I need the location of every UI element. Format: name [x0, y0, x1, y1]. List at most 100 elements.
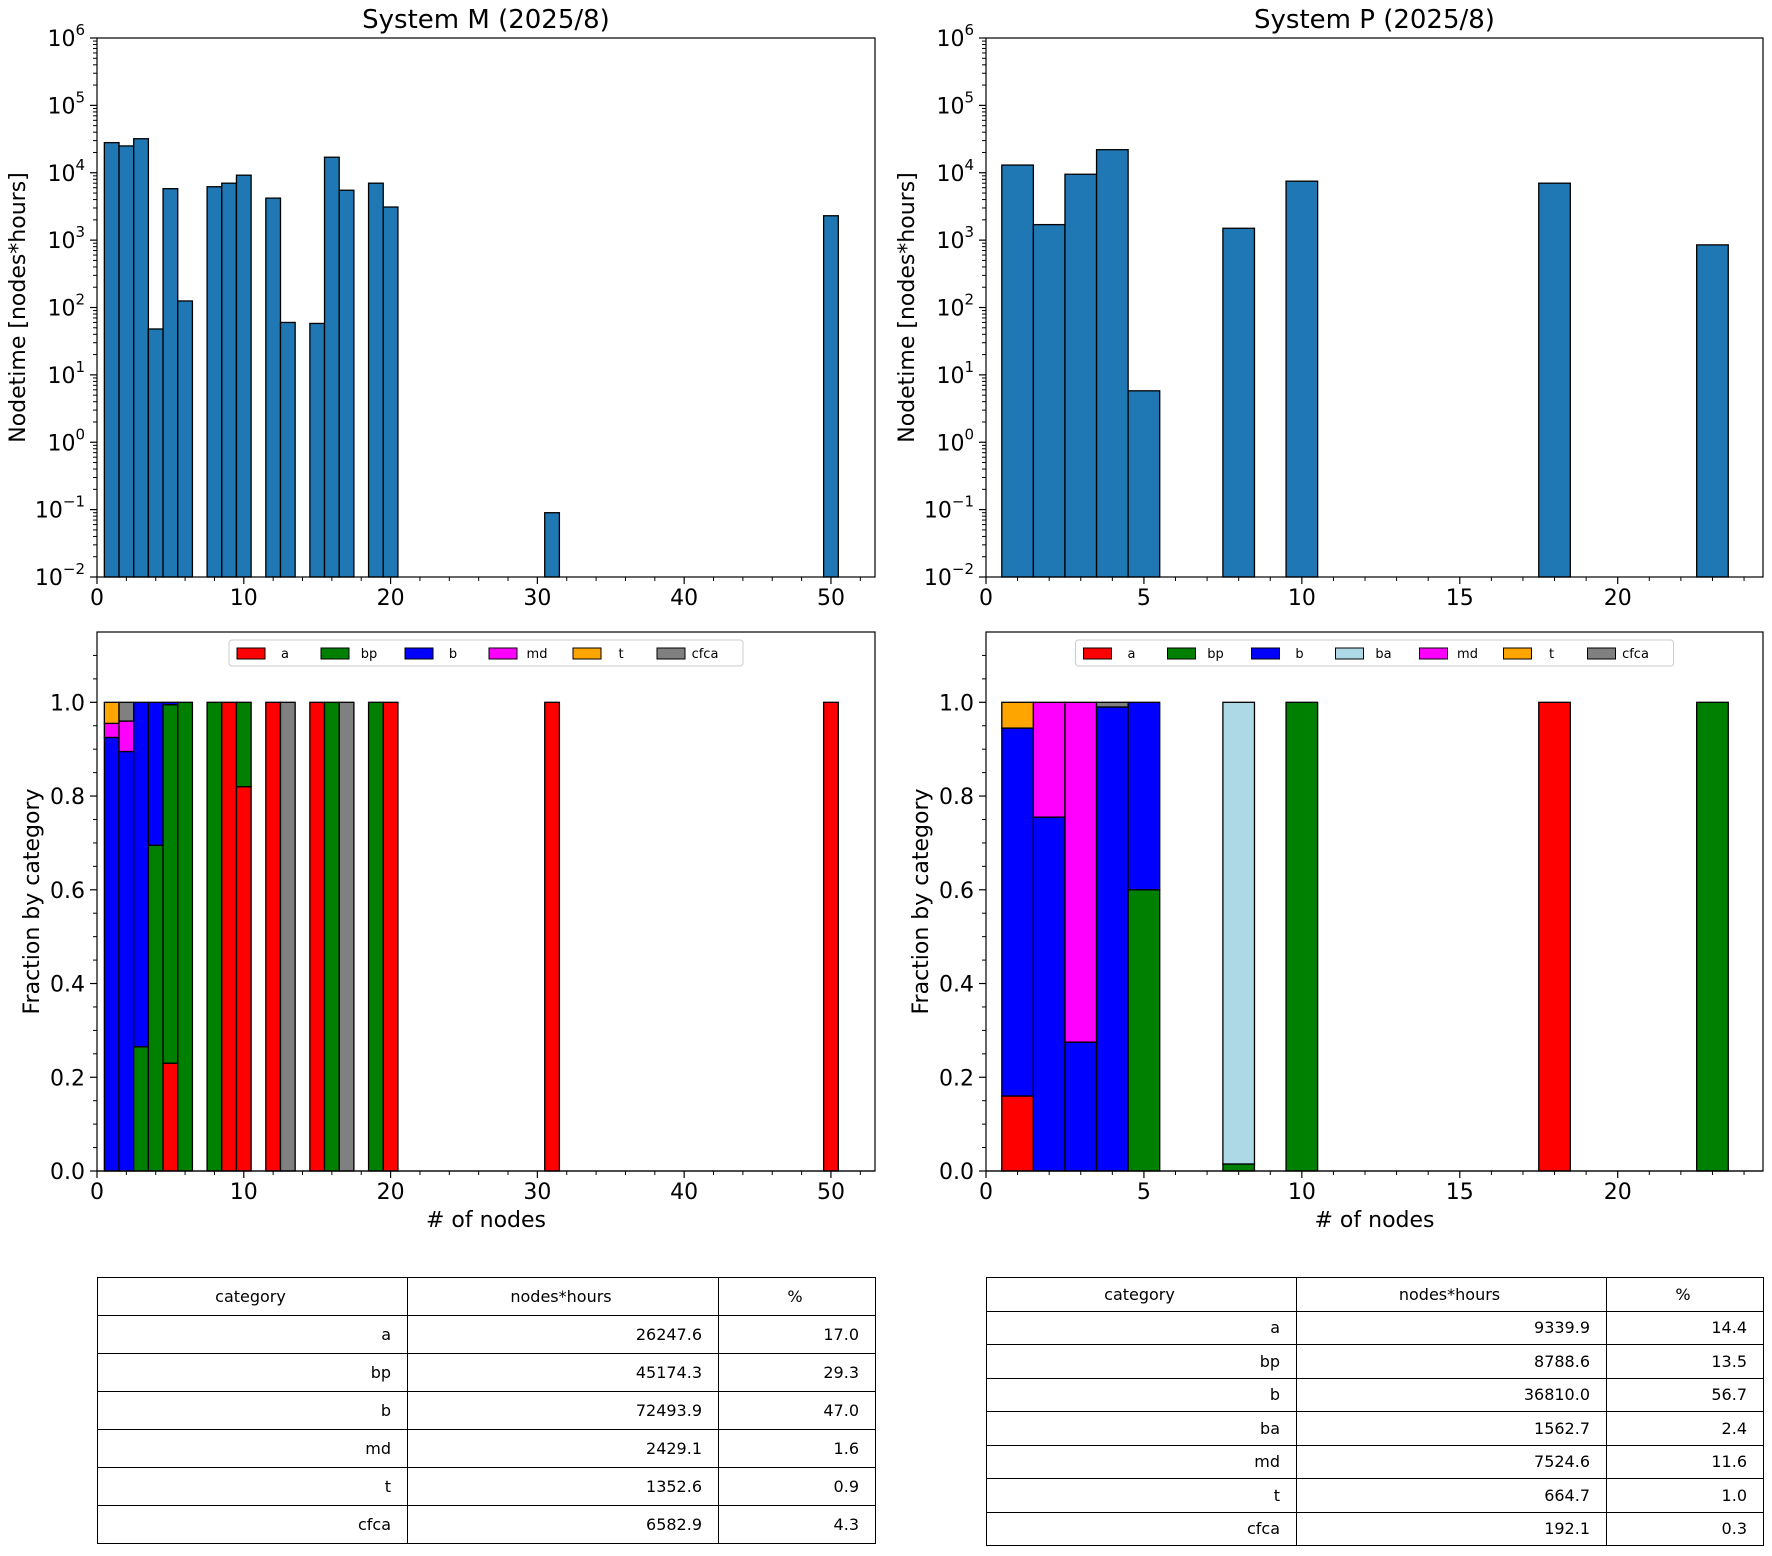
stacked-bar-segment-bp — [367, 701, 384, 1172]
histogram-bar — [103, 141, 120, 578]
stacked-bar-segment-b — [1095, 706, 1129, 1172]
chart-title: System P (2025/8) — [1254, 5, 1495, 35]
x-tick-label: 20 — [377, 586, 405, 611]
legend-label-b: b — [1295, 647, 1303, 662]
table-cell: 29.3 — [718, 1353, 876, 1392]
histogram-bar — [221, 182, 238, 578]
stacked-bar-segment-t — [103, 701, 120, 725]
legend: a bp b ba md t cfca — [1075, 639, 1674, 667]
legend: a bp b md t cfca — [228, 639, 744, 667]
table-cell: bp — [97, 1353, 408, 1392]
table-header-cell: nodes*hours — [1296, 1277, 1607, 1312]
table-row: b 72493.9 47.0 — [97, 1391, 876, 1430]
table-row: a 9339.9 14.4 — [986, 1310, 1764, 1345]
table-cell: md — [97, 1429, 408, 1468]
x-tick-label: 40 — [670, 1180, 698, 1205]
y-tick-label: 10−2 — [35, 560, 85, 591]
table-cell: 1562.7 — [1296, 1411, 1607, 1446]
stacked-bar-segment-bp — [235, 701, 252, 788]
stacked-bar-segment-bp — [206, 701, 223, 1172]
table-cell: 26247.6 — [407, 1315, 719, 1354]
table-cell: 2.4 — [1606, 1411, 1764, 1446]
table-row: t 1352.6 0.9 — [97, 1467, 876, 1506]
stacked-bar-segment-bp — [1285, 701, 1319, 1172]
legend-swatch-t — [1503, 647, 1532, 660]
table-cell: 1.6 — [718, 1429, 876, 1468]
legend-swatch-b — [1251, 647, 1280, 660]
x-tick-label: 40 — [670, 586, 698, 611]
x-axis-label: # of nodes — [426, 1208, 546, 1233]
legend-label-md: md — [527, 647, 548, 662]
histogram-bar — [265, 197, 282, 578]
y-axis-label: Fraction by category — [909, 788, 934, 1014]
table-row: cfca 6582.9 4.3 — [97, 1505, 876, 1544]
stacked-bar-segment-md — [1032, 701, 1066, 818]
table-row: bp 8788.6 13.5 — [986, 1344, 1764, 1379]
table-cell: b — [97, 1391, 408, 1430]
stacked-bar-segment-b — [1064, 1041, 1098, 1172]
stacked-bar-segment-b — [103, 736, 120, 1172]
x-tick-label: 0 — [979, 586, 993, 611]
table-cell: 8788.6 — [1296, 1344, 1607, 1379]
axes-frame — [985, 631, 1764, 1172]
legend-swatch-bp — [320, 647, 350, 660]
y-tick-label: 105 — [936, 88, 974, 119]
table-cell: 0.3 — [1606, 1511, 1764, 1546]
stacked-bar-segment-b — [118, 750, 135, 1172]
stacked-bar-segment-a — [1001, 1095, 1035, 1172]
x-tick-label: 5 — [1137, 1180, 1151, 1205]
x-tick-label: 0 — [90, 1180, 104, 1205]
histogram-bar — [206, 186, 223, 578]
y-tick-label: 103 — [47, 223, 85, 254]
y-tick-label: 0.0 — [939, 1160, 974, 1185]
table-cell: 4.3 — [718, 1505, 876, 1544]
y-tick-label: 101 — [47, 358, 85, 389]
y-tick-label: 1.0 — [50, 691, 85, 716]
table-row: bp 45174.3 29.3 — [97, 1353, 876, 1392]
stacked-bar-segment-b — [1127, 701, 1161, 891]
x-tick-label: 50 — [817, 1180, 845, 1205]
legend-swatch-md — [1419, 647, 1448, 660]
legend-label-b: b — [449, 647, 457, 662]
table-cell: 56.7 — [1606, 1377, 1764, 1412]
y-tick-label: 10−1 — [924, 493, 974, 524]
table-row: ba 1562.7 2.4 — [986, 1411, 1764, 1446]
y-tick-label: 104 — [936, 156, 974, 187]
x-tick-label: 15 — [1446, 1180, 1474, 1205]
y-tick-label: 103 — [936, 223, 974, 254]
y-tick-label: 102 — [936, 291, 974, 322]
y-axis-label: Nodetime [nodes*hours] — [895, 172, 920, 443]
histogram-bar — [118, 145, 135, 578]
y-tick-label: 0.6 — [939, 879, 974, 904]
histogram-bar — [162, 188, 179, 578]
y-tick-label: 106 — [936, 21, 974, 52]
y-tick-label: 0.8 — [939, 785, 974, 810]
y-axis-label: Fraction by category — [20, 788, 45, 1014]
x-tick-label: 10 — [1288, 1180, 1316, 1205]
stacked-bar-segment-a — [221, 701, 238, 1172]
histogram-bar — [309, 322, 326, 578]
table-cell: t — [97, 1467, 408, 1506]
table-cell: 47.0 — [718, 1391, 876, 1430]
histogram-bar — [1032, 223, 1066, 578]
table-row: md 2429.1 1.6 — [97, 1429, 876, 1468]
y-tick-label: 0.6 — [50, 879, 85, 904]
y-tick-label: 0.0 — [50, 1160, 85, 1185]
table-row: cfca 192.1 0.3 — [986, 1511, 1764, 1546]
x-tick-label: 5 — [1137, 586, 1151, 611]
stacked-bar-segment-a — [544, 701, 561, 1172]
y-tick-label: 0.4 — [50, 973, 85, 998]
histogram-bar — [1696, 244, 1729, 578]
table-cell: 2429.1 — [407, 1429, 719, 1468]
y-tick-label: 100 — [47, 425, 85, 456]
system-p-nodetime-histogram: 10−2 10−1 100 101 102 103 104 105 106 0 5 10 15 20 Sys… — [895, 5, 1764, 611]
x-tick-label: 20 — [1604, 586, 1632, 611]
table-header-cell: nodes*hours — [407, 1277, 719, 1316]
legend-label-a: a — [1128, 647, 1136, 662]
legend-swatch-ba — [1335, 647, 1364, 660]
system-p-summary-table: category nodes*hours% a 9339.9 14.4 bp 8788.6… — [986, 1277, 1764, 1546]
table-cell: bp — [986, 1344, 1297, 1379]
histogram-bar — [1222, 227, 1256, 578]
y-axis-label: Nodetime [nodes*hours] — [6, 172, 31, 443]
table-header-cell: % — [1606, 1277, 1764, 1312]
